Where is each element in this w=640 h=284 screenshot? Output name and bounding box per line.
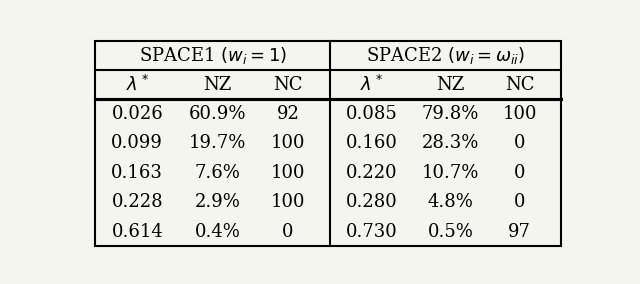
Text: SPACE2 $(w_i = \omega_{ii})$: SPACE2 $(w_i = \omega_{ii})$ — [366, 45, 525, 66]
Text: 0.160: 0.160 — [346, 134, 398, 153]
Text: 92: 92 — [276, 105, 300, 123]
Text: 0.163: 0.163 — [111, 164, 163, 182]
Text: 100: 100 — [271, 134, 305, 153]
Text: 19.7%: 19.7% — [189, 134, 246, 153]
Text: 0.085: 0.085 — [346, 105, 398, 123]
Text: 97: 97 — [508, 223, 531, 241]
Text: NC: NC — [273, 76, 303, 94]
Text: 0.730: 0.730 — [346, 223, 398, 241]
Text: 79.8%: 79.8% — [422, 105, 479, 123]
Text: NZ: NZ — [204, 76, 232, 94]
Text: 0: 0 — [282, 223, 294, 241]
Text: NZ: NZ — [436, 76, 465, 94]
Text: 0.614: 0.614 — [111, 223, 163, 241]
Text: 2.9%: 2.9% — [195, 193, 241, 211]
Text: 0.228: 0.228 — [111, 193, 163, 211]
Text: 0.026: 0.026 — [111, 105, 163, 123]
Text: 0: 0 — [514, 134, 525, 153]
Text: 0: 0 — [514, 193, 525, 211]
Text: 60.9%: 60.9% — [189, 105, 246, 123]
Text: NC: NC — [505, 76, 534, 94]
Text: 28.3%: 28.3% — [422, 134, 479, 153]
Text: 7.6%: 7.6% — [195, 164, 241, 182]
Text: SPACE1 $(w_i = 1)$: SPACE1 $(w_i = 1)$ — [138, 45, 287, 66]
Text: 0.220: 0.220 — [346, 164, 398, 182]
Text: $\lambda^*$: $\lambda^*$ — [360, 75, 383, 95]
Text: 10.7%: 10.7% — [422, 164, 479, 182]
Text: 0.099: 0.099 — [111, 134, 163, 153]
Text: 100: 100 — [271, 164, 305, 182]
Text: 100: 100 — [502, 105, 537, 123]
Text: 100: 100 — [271, 193, 305, 211]
Text: $\lambda^*$: $\lambda^*$ — [125, 75, 149, 95]
Text: 0.4%: 0.4% — [195, 223, 241, 241]
Text: 4.8%: 4.8% — [428, 193, 474, 211]
Text: 0.5%: 0.5% — [428, 223, 474, 241]
Text: 0: 0 — [514, 164, 525, 182]
Text: 0.280: 0.280 — [346, 193, 398, 211]
